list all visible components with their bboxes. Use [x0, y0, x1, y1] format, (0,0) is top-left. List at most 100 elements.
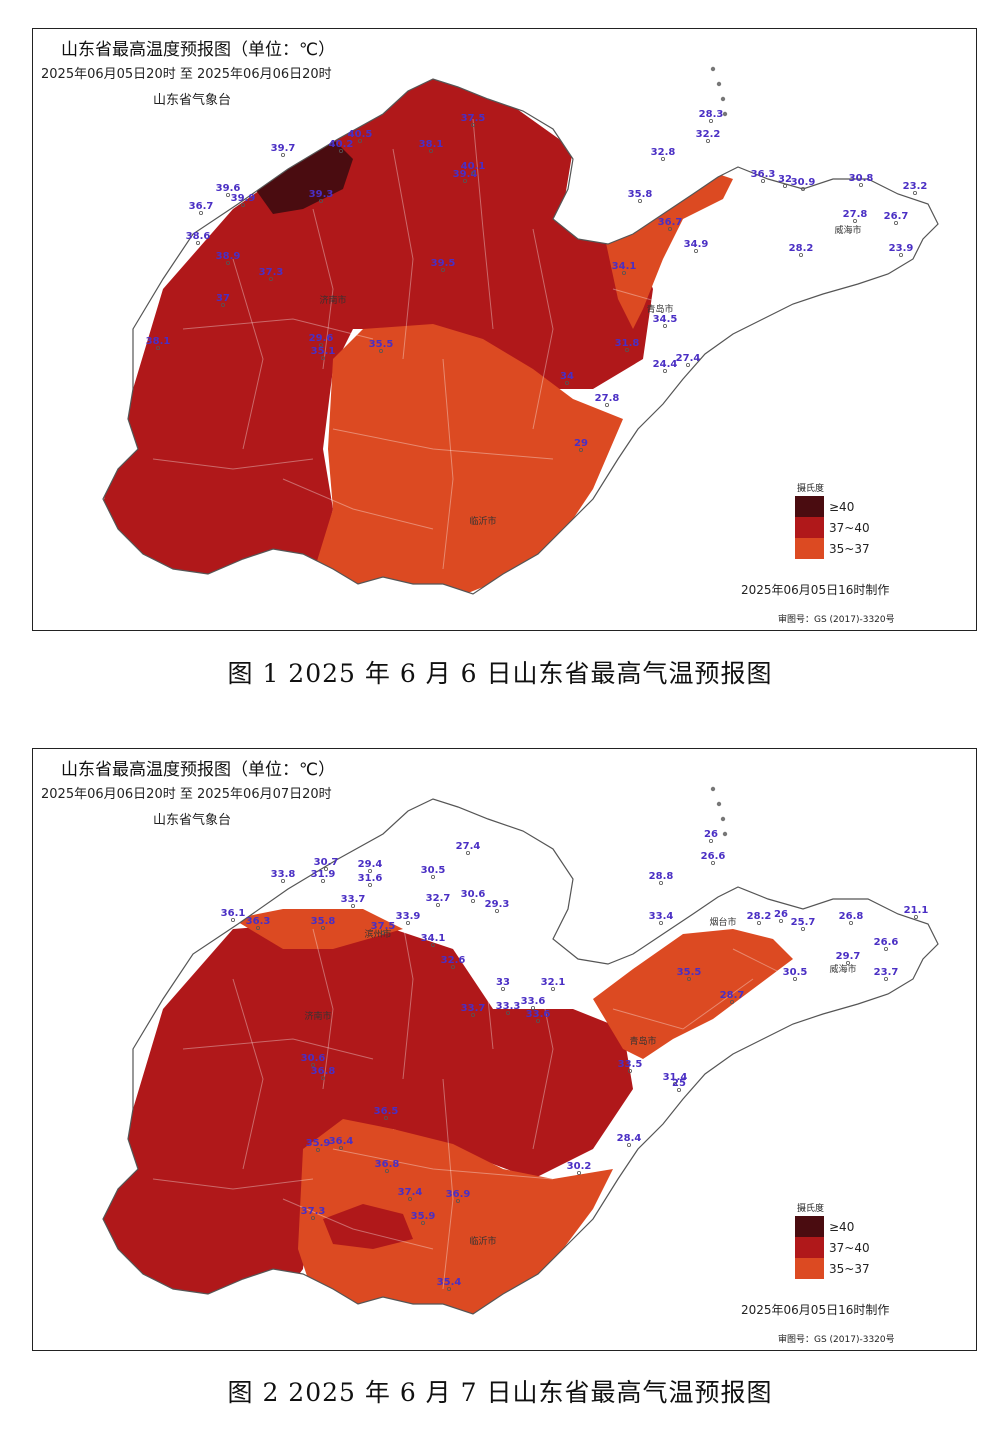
legend-item: 37~40: [795, 517, 885, 538]
forecast-map-panel-1: 40.5 40.2 39.7 39.6 39.9 39.3 38.1 37.5 39.4 40.1…: [32, 28, 977, 631]
station-dot: [783, 183, 788, 188]
temperature-value: 28.8: [649, 871, 674, 882]
temperature-value: 29.4: [358, 859, 383, 870]
temperature-value: 36.8: [375, 1159, 400, 1170]
issuer-label: 山东省气象台: [153, 93, 232, 108]
temperature-value: 36.1: [221, 908, 246, 919]
city-label: 威海市: [829, 963, 856, 975]
county-boundary: [732, 228, 874, 260]
station-dot: [799, 252, 804, 257]
county-boundary: [232, 978, 264, 1170]
temperature-value: 32.1: [541, 977, 566, 988]
temperature-value: 27.4: [676, 353, 701, 364]
production-time: 2025年06月05日16时制作: [741, 1303, 890, 1317]
station-dot: [470, 1012, 475, 1017]
legend-item: ≥40: [795, 1216, 885, 1237]
county-boundary: [442, 358, 454, 570]
temperature-value: 39.5: [431, 258, 456, 269]
station-dot: [380, 930, 385, 935]
county-boundary: [312, 928, 334, 1090]
station-dot: [195, 240, 200, 245]
station-dot: [659, 920, 664, 925]
station-dot: [428, 149, 433, 154]
temperature-value: 26.8: [839, 911, 864, 922]
county-boundary: [442, 1078, 454, 1290]
station-dot: [320, 878, 325, 883]
station-dot: [225, 260, 230, 265]
temperature-value: 36.7: [658, 217, 683, 228]
county-boundary: [472, 838, 494, 1050]
temperature-value: 37.5: [461, 113, 486, 124]
temperature-value: 35.4: [437, 1277, 462, 1288]
temperature-value: 40.5: [348, 129, 373, 140]
station-dot: [846, 960, 851, 965]
station-dot: [761, 178, 766, 183]
temperature-value: 39.4: [453, 169, 478, 180]
temperature-value: 33.5: [618, 1059, 643, 1070]
legend-label: 35~37: [829, 541, 870, 556]
station-dot: [625, 347, 630, 352]
province-outline: [102, 78, 939, 595]
station-dot: [505, 1010, 510, 1015]
temperature-value: 26.6: [874, 937, 899, 948]
station-dot: [367, 882, 372, 887]
station-dot: [668, 226, 673, 231]
temperature-value: 26: [704, 829, 718, 840]
island: [710, 786, 716, 792]
map-title: 山东省最高温度预报图（单位：℃）: [61, 760, 336, 780]
legend-item: 37~40: [795, 1237, 885, 1258]
temperature-value: 35.5: [369, 339, 394, 350]
county-boundary: [532, 228, 554, 430]
temperature-value: 23.9: [889, 243, 914, 254]
temperature-value: 37.5: [371, 921, 396, 932]
temperature-value: 35.9: [411, 1211, 436, 1222]
temperature-readings: 33.8 30.7 29.4 31.9 31.6 30.5 27.4 33.7 32.7 30.6…: [221, 829, 928, 1292]
zone-ge40: [248, 139, 353, 214]
temperature-value: 37.3: [301, 1206, 326, 1217]
station-dot: [628, 1068, 633, 1073]
station-dot: [420, 1220, 425, 1225]
temperature-value: 28.2: [747, 911, 772, 922]
station-dot: [220, 302, 225, 307]
station-dot: [320, 925, 325, 930]
station-dot: [913, 190, 918, 195]
county-boundary: [182, 318, 374, 340]
county-boundary: [232, 258, 264, 450]
station-dot: [268, 276, 273, 281]
county-boundary: [612, 978, 754, 1030]
station-dot: [320, 355, 325, 360]
legend: 摄氏度 ≥40 37~40 35~37: [795, 1201, 885, 1279]
temperature-value: 33.6: [521, 996, 546, 1007]
county-boundary: [532, 948, 554, 1150]
station-dot: [859, 182, 864, 187]
temperature-value: 27.4: [456, 841, 481, 852]
city-label: 济南市: [319, 294, 346, 306]
temperature-value: 36.8: [311, 1066, 336, 1077]
legend-swatch-ge40: [795, 1216, 824, 1237]
station-dot: [280, 878, 285, 883]
county-boundary: [282, 478, 434, 530]
station-dot: [430, 875, 435, 880]
station-dot: [450, 964, 455, 969]
temperature-value: 30.6: [301, 1053, 326, 1064]
legend-item: 35~37: [795, 538, 885, 559]
temperature-value: 25.7: [791, 917, 816, 928]
temperature-value: 34.1: [421, 933, 446, 944]
legend-label: 37~40: [829, 1240, 870, 1255]
temperature-value: 39.3: [309, 189, 334, 200]
temperature-value: 40.1: [461, 161, 486, 172]
legend-label: 35~37: [829, 1261, 870, 1276]
temperature-value: 38.9: [216, 251, 241, 262]
temperature-value: 24.4: [653, 359, 678, 370]
figure-caption-2: 图 2 2025 年 6 月 7 日山东省最高气温预报图: [227, 1378, 773, 1407]
station-dot: [577, 1170, 582, 1175]
station-dot: [706, 139, 711, 144]
station-dot: [318, 342, 323, 347]
legend-label: ≥40: [829, 1219, 855, 1234]
station-dot: [462, 178, 467, 183]
county-boundary: [392, 868, 414, 1080]
temperature-value: 31.9: [311, 869, 336, 880]
legend-title: 摄氏度: [797, 484, 825, 494]
temperature-value: 33.9: [396, 911, 421, 922]
